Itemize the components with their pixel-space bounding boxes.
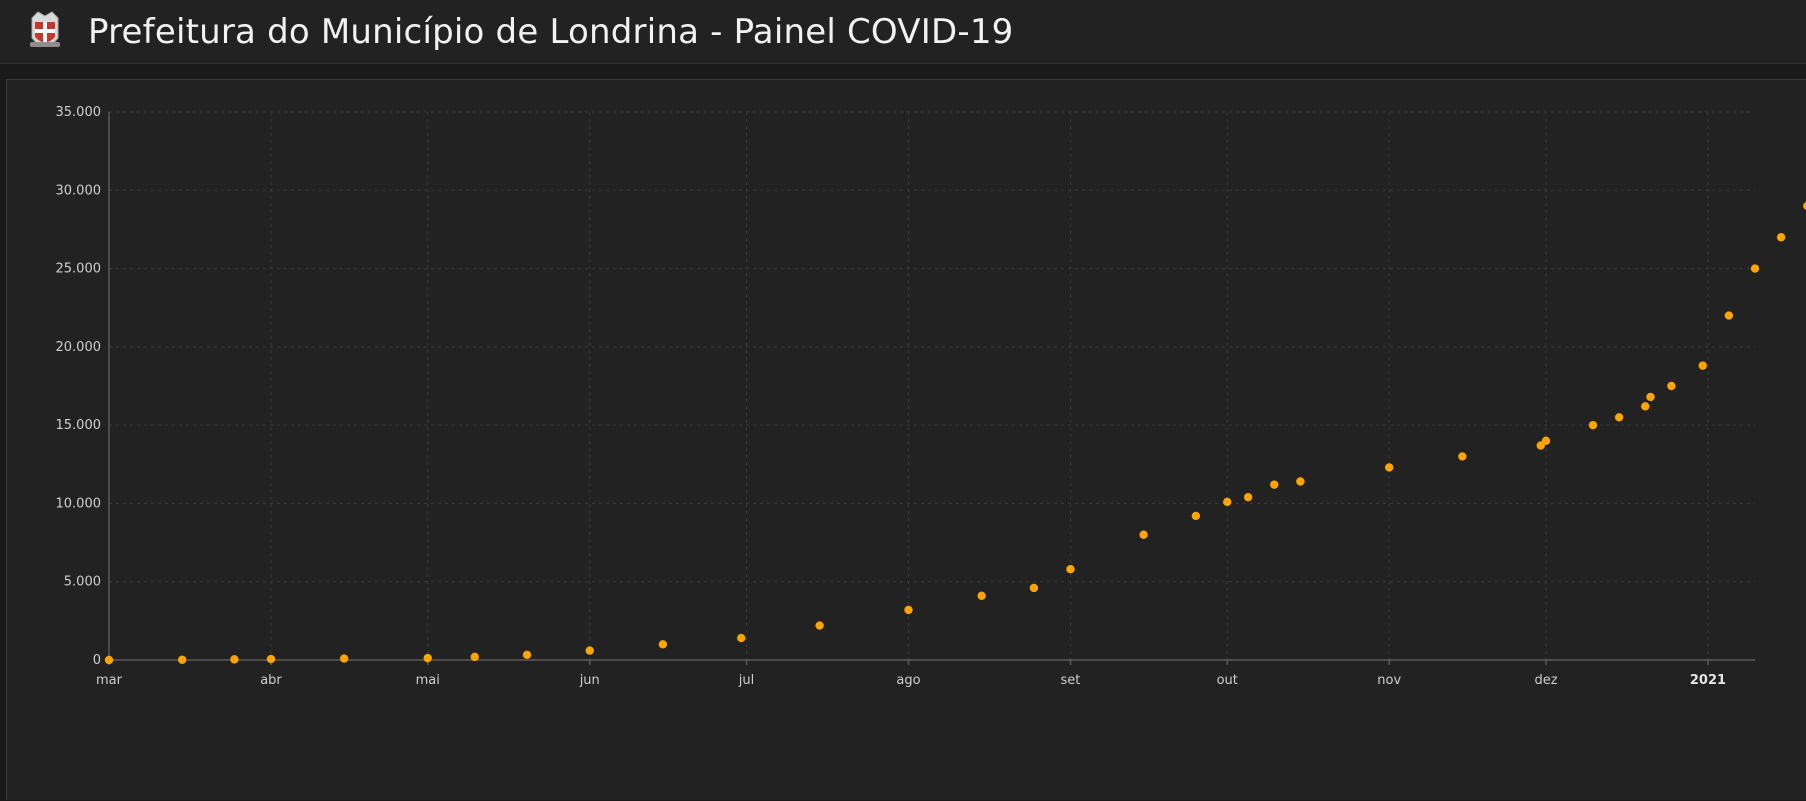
data-point[interactable]: [815, 621, 824, 630]
data-point[interactable]: [177, 655, 187, 664]
x-tick-label: set: [1061, 673, 1081, 688]
y-tick-label: 5.000: [64, 575, 101, 590]
data-point[interactable]: [1066, 564, 1075, 574]
data-point[interactable]: [1614, 413, 1624, 422]
y-tick-label: 10.000: [56, 496, 102, 511]
data-point[interactable]: [1191, 511, 1201, 521]
data-point[interactable]: [1458, 452, 1467, 461]
x-tick-label: ago: [896, 673, 920, 688]
data-point[interactable]: [423, 653, 432, 663]
x-tick-label: mai: [416, 673, 440, 688]
data-point[interactable]: [904, 605, 913, 615]
tick-layer: 0 5.000 10.000 15.000 20.000 25.000 30.000 35.0…: [56, 105, 1727, 688]
y-tick-label: 25.000: [56, 262, 102, 277]
data-point[interactable]: [1223, 497, 1232, 507]
data-point[interactable]: [658, 640, 668, 649]
data-point[interactable]: [1296, 477, 1305, 486]
city-coat-of-arms-icon: [30, 10, 60, 47]
data-point[interactable]: [1776, 233, 1786, 242]
data-point[interactable]: [1803, 201, 1806, 210]
data-point[interactable]: [977, 591, 986, 601]
x-tick-label: jun: [579, 673, 600, 688]
grid-layer: [109, 111, 1755, 660]
x-tick-label: jul: [738, 673, 754, 688]
x-tick-label: dez: [1534, 673, 1557, 688]
data-point[interactable]: [104, 655, 114, 665]
x-tick-label: abr: [260, 673, 282, 688]
y-tick-label: 0: [93, 653, 101, 668]
x-tick-label: mar: [96, 673, 123, 688]
x-tick-label: 2021: [1690, 673, 1726, 688]
data-point[interactable]: [737, 633, 746, 643]
y-tick-label: 20.000: [56, 340, 102, 355]
x-tick-label: nov: [1377, 673, 1401, 688]
series-points: [104, 201, 1806, 665]
data-point[interactable]: [1750, 264, 1760, 273]
data-point[interactable]: [1724, 311, 1734, 320]
data-point[interactable]: [522, 650, 532, 660]
covid-cases-chart: 0 5.000 10.000 15.000 20.000 25.000 30.000 35.0…: [56, 105, 1806, 688]
data-point[interactable]: [339, 654, 349, 663]
data-point[interactable]: [1646, 392, 1655, 402]
data-point[interactable]: [1139, 530, 1148, 539]
chart-panel: 0 5.000 10.000 15.000 20.000 25.000 30.000 35.0…: [6, 79, 1806, 800]
data-point[interactable]: [1698, 361, 1707, 370]
data-point[interactable]: [1270, 480, 1279, 489]
data-point[interactable]: [1588, 420, 1598, 430]
data-point[interactable]: [1029, 583, 1039, 593]
data-point[interactable]: [585, 646, 594, 655]
data-point[interactable]: [1667, 381, 1676, 391]
data-point[interactable]: [266, 654, 276, 664]
data-point[interactable]: [1641, 402, 1650, 411]
data-point[interactable]: [230, 655, 239, 664]
page-title: Prefeitura do Município de Londrina - Pa…: [88, 11, 1014, 52]
data-point[interactable]: [470, 652, 479, 662]
data-point[interactable]: [1541, 436, 1551, 445]
data-point[interactable]: [1243, 492, 1253, 502]
y-tick-label: 30.000: [56, 183, 102, 198]
y-tick-label: 15.000: [56, 418, 102, 433]
x-tick-label: out: [1217, 673, 1238, 688]
header-bar: Prefeitura do Município de Londrina - Pa…: [0, 0, 1806, 64]
data-point[interactable]: [1385, 463, 1394, 472]
y-tick-label: 35.000: [56, 105, 102, 120]
